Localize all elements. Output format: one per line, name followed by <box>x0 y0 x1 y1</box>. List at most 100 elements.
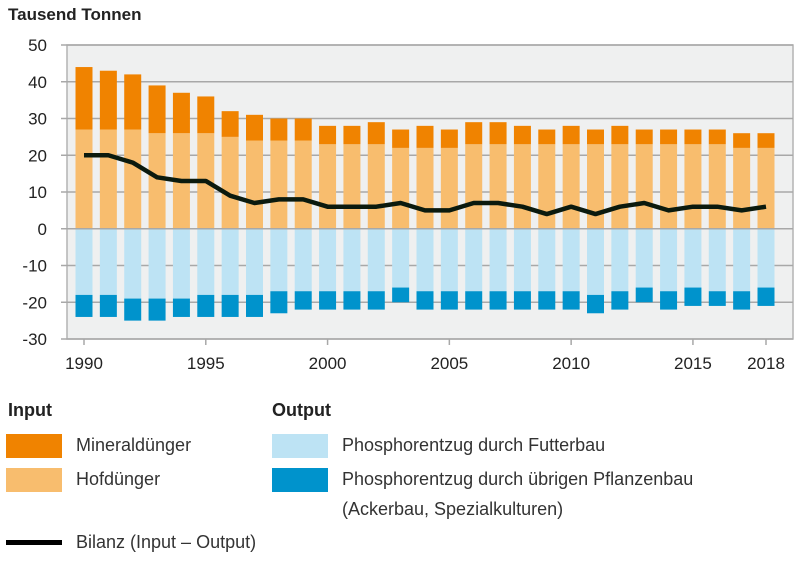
bar-segment-2002-1 <box>367 122 385 145</box>
legend-output-heading: Output <box>272 400 331 420</box>
x-tick-label: 2018 <box>747 354 785 373</box>
bar-segment-2010-0 <box>562 144 580 229</box>
bar-segment-2000-3 <box>319 291 337 310</box>
bar-segment-2017-2 <box>733 228 751 292</box>
bar-segment-2000-2 <box>319 228 337 292</box>
bar-segment-1996-1 <box>221 111 239 137</box>
y-tick-label: 0 <box>38 220 47 239</box>
legend-label-uebrig-2: (Ackerbau, Spezialkulturen) <box>342 499 564 519</box>
bar-segment-2005-1 <box>440 129 458 148</box>
bar-segment-1990-3 <box>75 294 93 317</box>
bar-segment-1997-0 <box>246 140 263 229</box>
bar-segment-1998-0 <box>270 140 288 229</box>
bar-segment-2005-2 <box>440 228 458 292</box>
bar-segment-1999-3 <box>294 291 312 310</box>
bar-segment-2018-3 <box>757 287 775 306</box>
bar-segment-1993-0 <box>148 133 166 229</box>
bar-segment-2005-0 <box>440 147 458 229</box>
bar-segment-2011-0 <box>587 144 604 229</box>
bar-segment-2012-2 <box>611 228 629 292</box>
legend-label-uebrig: Phosphorentzug durch übrigen Pflanzenbau <box>342 469 694 489</box>
bar-segment-2013-0 <box>635 144 653 229</box>
bar-segment-1996-0 <box>221 136 239 229</box>
legend-swatch-mineral <box>6 434 62 458</box>
bar-segment-1995-1 <box>197 96 215 134</box>
bar-segment-2008-0 <box>513 144 531 229</box>
bar-segment-2015-1 <box>684 129 702 145</box>
bar-segment-2010-1 <box>562 125 580 145</box>
bar-segment-2016-0 <box>708 144 726 229</box>
bar-segment-2018-2 <box>757 228 775 288</box>
bar-segment-2004-1 <box>416 125 434 148</box>
bar-segment-2003-0 <box>392 147 410 229</box>
bar-segment-2009-2 <box>538 228 556 292</box>
bar-segment-1996-2 <box>221 228 239 295</box>
bar-segment-1992-2 <box>124 228 142 299</box>
y-tick-label: 50 <box>28 36 47 55</box>
bar-segment-1992-1 <box>124 74 142 130</box>
x-tick-label: 2000 <box>309 354 347 373</box>
bar-segment-2006-2 <box>465 228 483 292</box>
y-tick-label: 30 <box>28 110 47 129</box>
y-tick-label: 40 <box>28 73 47 92</box>
bar-segment-1996-3 <box>221 294 239 317</box>
bar-segment-2015-2 <box>684 228 702 288</box>
bar-segment-2005-3 <box>440 291 458 310</box>
bar-segment-2013-1 <box>635 129 653 145</box>
bar-segment-2014-3 <box>660 291 678 310</box>
bar-segment-1997-1 <box>246 114 263 141</box>
bar-segment-2014-1 <box>660 129 678 145</box>
bar-segment-2008-3 <box>513 291 531 310</box>
legend-input-heading: Input <box>8 400 52 420</box>
bar-segment-2000-1 <box>319 125 337 145</box>
bar-segment-2006-0 <box>465 144 483 229</box>
bar-segment-2004-0 <box>416 147 434 229</box>
bar-segment-1990-2 <box>75 228 93 295</box>
bar-segment-2014-2 <box>660 228 678 292</box>
bar-segment-1990-1 <box>75 67 93 130</box>
bar-segment-2008-1 <box>513 125 531 145</box>
bar-segment-2017-3 <box>733 291 751 310</box>
legend-label-bilanz: Bilanz (Input – Output) <box>76 532 257 552</box>
bar-segment-2003-1 <box>392 129 410 148</box>
bar-segment-2016-3 <box>708 291 726 306</box>
bar-segment-2002-3 <box>367 291 385 310</box>
bar-segment-1991-3 <box>99 294 117 317</box>
bar-segment-2006-1 <box>465 122 483 145</box>
y-tick-label: -20 <box>22 293 47 312</box>
bar-segment-1993-2 <box>148 228 166 299</box>
y-tick-label: 10 <box>28 183 47 202</box>
y-axis-unit-label: Tausend Tonnen <box>8 5 142 24</box>
bar-segment-1992-0 <box>124 129 142 229</box>
bar-segment-2006-3 <box>465 291 483 310</box>
legend-swatch-hof <box>6 468 62 492</box>
bar-segment-2009-0 <box>538 144 556 229</box>
legend-swatch-uebrig <box>272 468 328 492</box>
bar-segment-2011-3 <box>587 294 604 314</box>
bar-segment-2001-3 <box>343 291 361 310</box>
bar-segment-2010-3 <box>562 291 580 310</box>
bar-segment-1998-3 <box>270 291 288 314</box>
bar-segment-1992-3 <box>124 298 142 321</box>
legend-line-bilanz <box>6 540 62 545</box>
bar-segment-2007-2 <box>489 228 507 292</box>
bar-segment-2012-3 <box>611 291 629 310</box>
bar-segment-2017-1 <box>733 133 751 148</box>
x-tick-label: 2010 <box>552 354 590 373</box>
bar-segment-1994-2 <box>172 228 190 299</box>
bar-segment-1997-3 <box>246 294 263 317</box>
bar-segment-2017-0 <box>733 147 751 229</box>
bar-segment-2012-0 <box>611 144 629 229</box>
bar-segment-2011-2 <box>587 228 604 295</box>
bar-segment-1995-2 <box>197 228 215 295</box>
bar-segment-2008-2 <box>513 228 531 292</box>
bar-segment-2013-3 <box>635 287 653 303</box>
bar-segment-2014-0 <box>660 144 678 229</box>
legend-label-futter: Phosphorentzug durch Futterbau <box>342 435 606 455</box>
bar-segment-2007-3 <box>489 291 507 310</box>
x-tick-label: 2015 <box>674 354 712 373</box>
bar-segment-2007-1 <box>489 122 507 145</box>
bar-segment-1997-2 <box>246 228 263 295</box>
bar-segment-2000-0 <box>319 144 337 229</box>
